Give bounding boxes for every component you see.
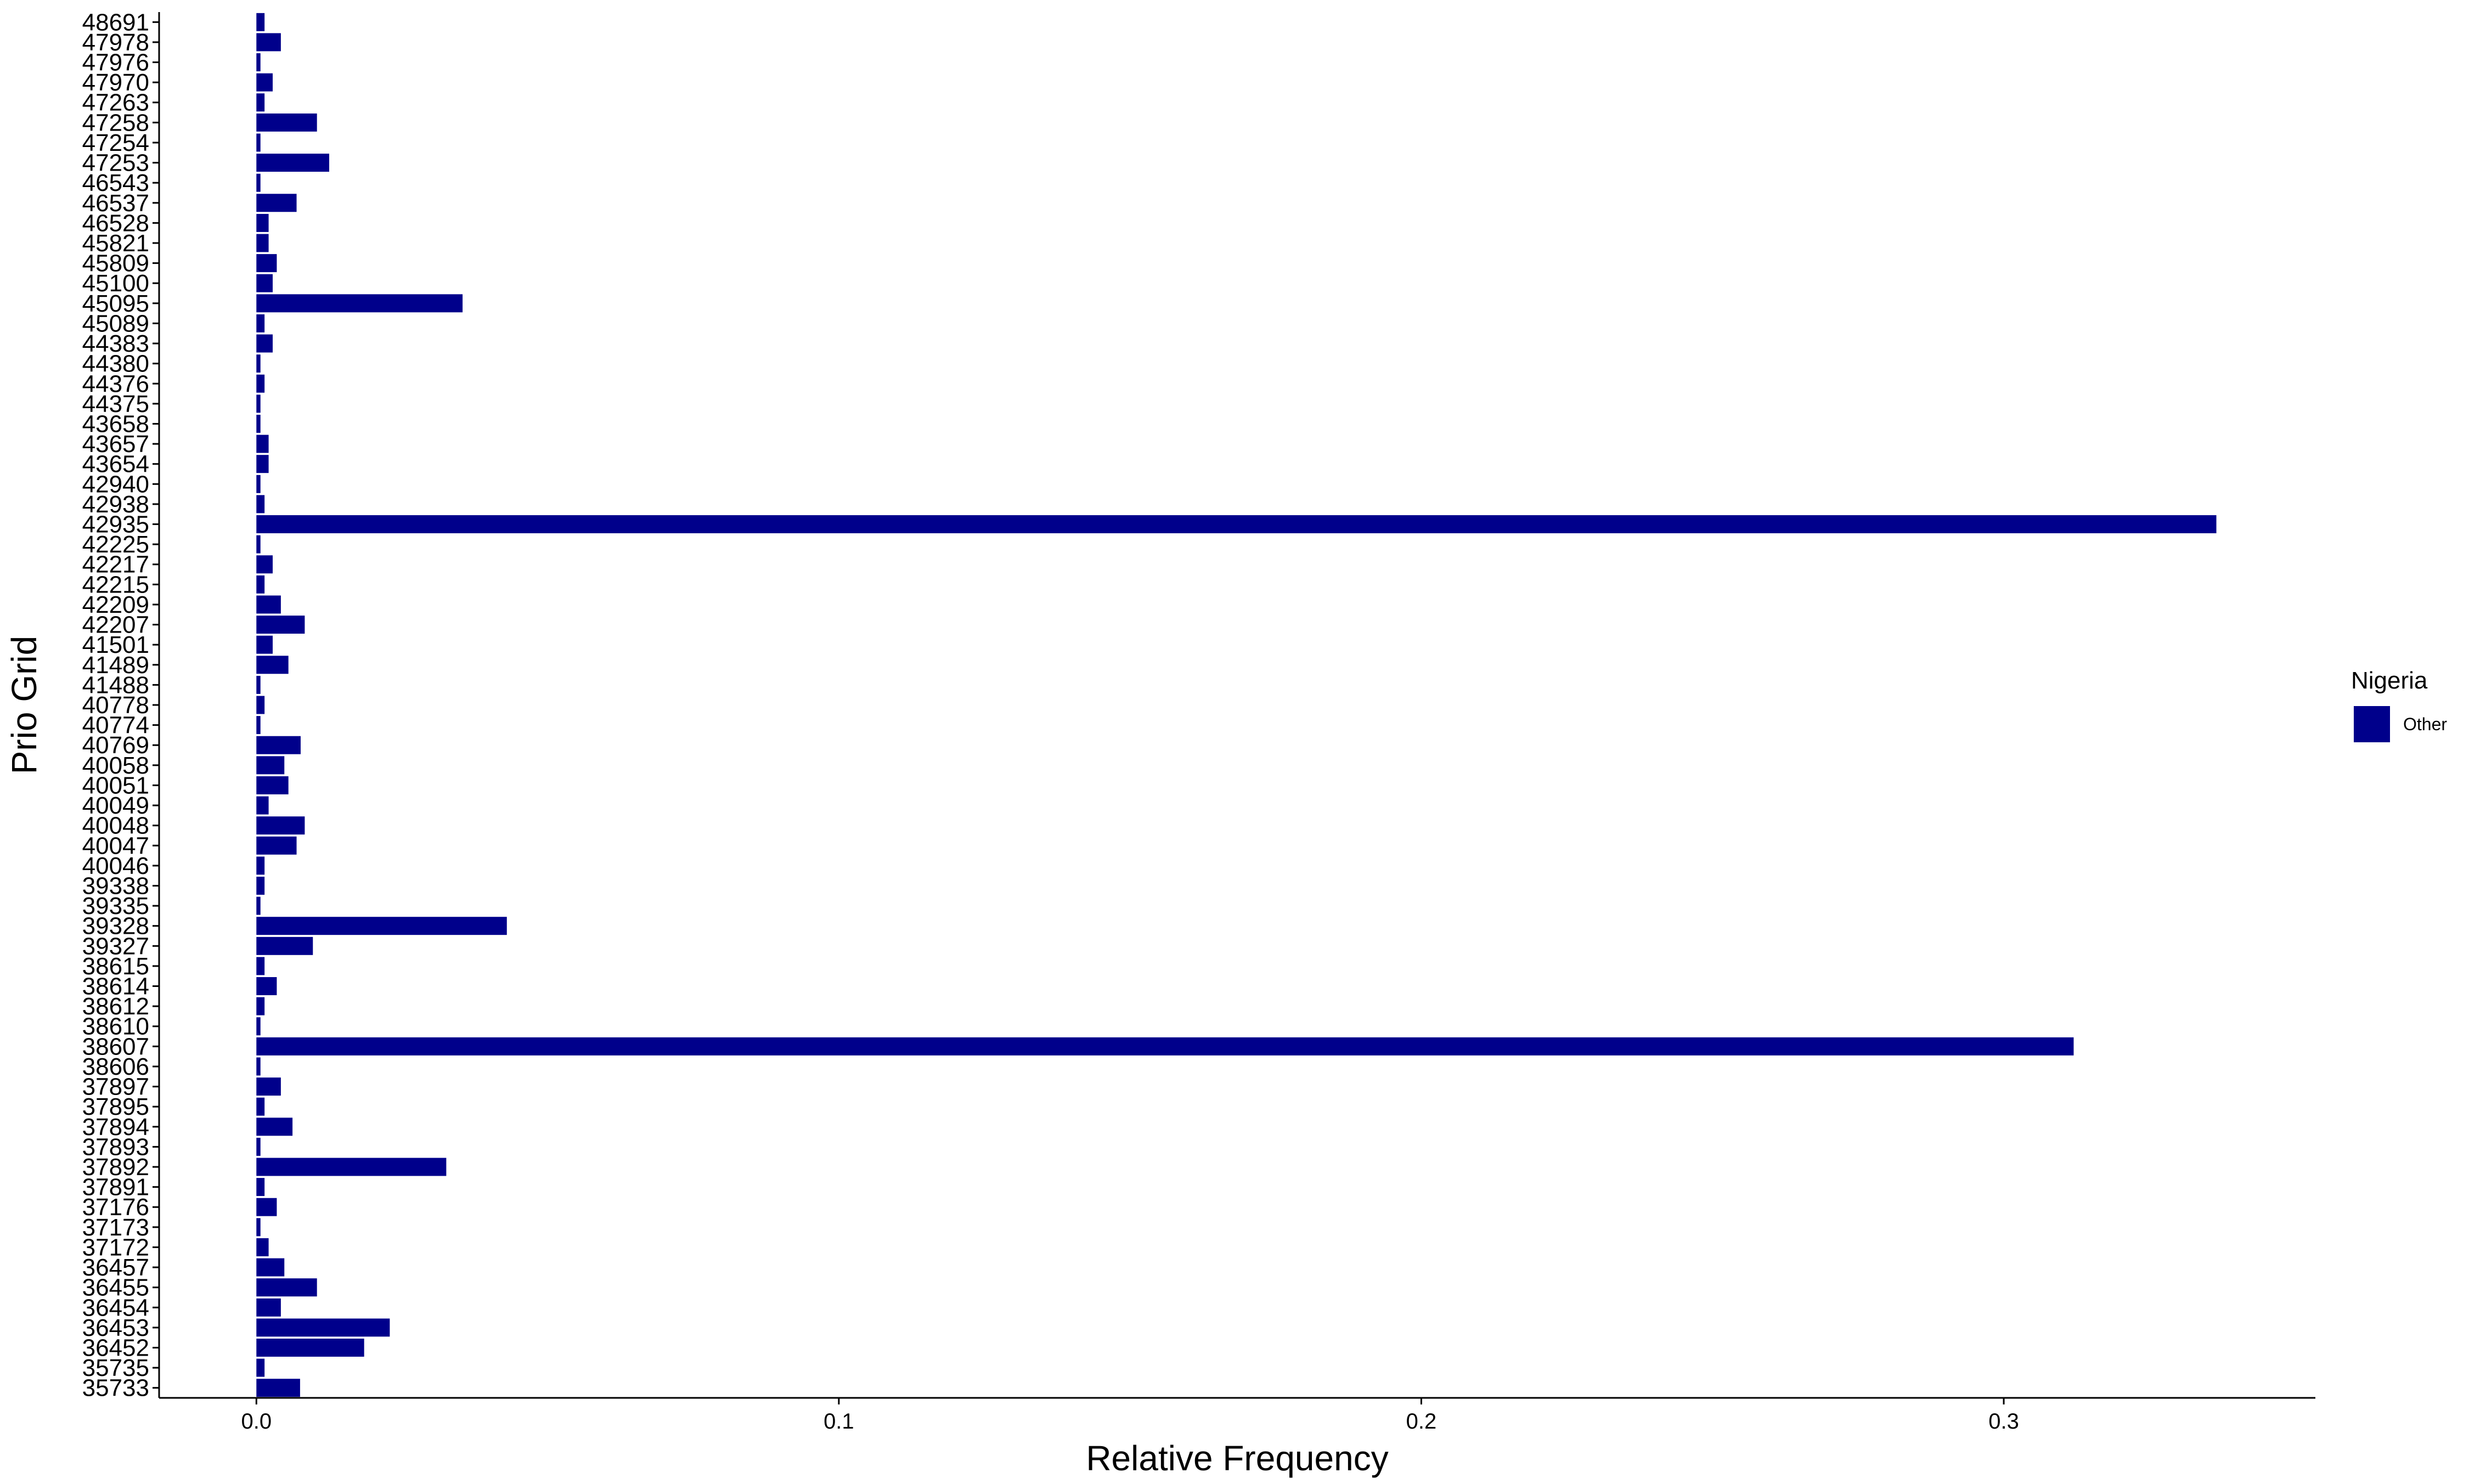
bar-37897 [256, 1077, 281, 1096]
bar-42938 [256, 495, 264, 513]
legend-entry-label: Other [2403, 714, 2447, 734]
bar-44375 [256, 394, 260, 413]
y-ticks-group: 3573335735364523645336454364553645737172… [82, 9, 159, 1401]
bar-47976 [256, 53, 260, 71]
bar-42940 [256, 475, 260, 493]
legend: Nigeria Other [2351, 667, 2447, 742]
bar-37176 [256, 1198, 277, 1216]
bar-45100 [256, 274, 273, 292]
bar-38607 [256, 1037, 2073, 1056]
bar-37895 [256, 1098, 264, 1116]
bar-36455 [256, 1278, 317, 1296]
bar-47978 [256, 33, 281, 51]
bar-43658 [256, 415, 260, 433]
bar-40046 [256, 856, 264, 874]
bar-45095 [256, 294, 463, 312]
bar-35735 [256, 1359, 264, 1377]
bar-46537 [256, 194, 296, 212]
bar-45089 [256, 314, 264, 332]
bar-37891 [256, 1178, 264, 1196]
bar-48691 [256, 13, 264, 31]
bar-37893 [256, 1138, 260, 1156]
bar-41489 [256, 656, 288, 674]
bar-42209 [256, 595, 281, 613]
bar-41501 [256, 636, 273, 654]
bar-47263 [256, 93, 264, 111]
bar-47253 [256, 154, 329, 172]
bar-42217 [256, 555, 273, 573]
bar-38614 [256, 977, 277, 995]
bar-38612 [256, 997, 264, 1015]
bar-38615 [256, 957, 264, 975]
bar-37173 [256, 1218, 260, 1236]
bar-40778 [256, 696, 264, 714]
bar-40048 [256, 816, 305, 834]
bar-35733 [256, 1379, 300, 1397]
y-axis-title: Prio Grid [4, 636, 44, 775]
bar-43657 [256, 435, 268, 453]
bar-47258 [256, 114, 317, 132]
bar-47254 [256, 133, 260, 151]
bar-37894 [256, 1118, 292, 1136]
bar-42935 [256, 515, 2216, 533]
bar-39335 [256, 897, 260, 915]
bar-41488 [256, 676, 260, 694]
legend-title: Nigeria [2351, 667, 2428, 694]
bar-46543 [256, 174, 260, 192]
bar-37172 [256, 1238, 268, 1256]
x-tick-label-0.2: 0.2 [1406, 1409, 1437, 1434]
bar-36454 [256, 1299, 281, 1317]
bar-40774 [256, 716, 260, 734]
bar-42215 [256, 575, 264, 594]
bar-38606 [256, 1057, 260, 1075]
bar-38610 [256, 1017, 260, 1035]
bar-40047 [256, 837, 296, 855]
bar-40049 [256, 797, 268, 815]
bar-36453 [256, 1318, 390, 1336]
bar-39338 [256, 877, 264, 895]
bars-group [256, 13, 2216, 1397]
bar-40769 [256, 736, 301, 754]
bar-42225 [256, 535, 260, 554]
x-tick-label-0.3: 0.3 [1988, 1409, 2019, 1434]
bar-39327 [256, 937, 313, 955]
bar-44380 [256, 354, 260, 373]
bar-44383 [256, 335, 273, 353]
bar-40051 [256, 776, 288, 794]
x-ticks-group: 0.0 0.1 0.2 0.3 [241, 1398, 2019, 1434]
bar-37892 [256, 1158, 446, 1176]
legend-key-swatch [2354, 706, 2390, 742]
x-tick-label-0.1: 0.1 [824, 1409, 854, 1434]
bar-36457 [256, 1259, 284, 1277]
y-tick-label-48691: 48691 [82, 9, 149, 36]
bar-46528 [256, 214, 268, 232]
bar-42207 [256, 616, 305, 634]
bar-45809 [256, 254, 277, 272]
bar-40058 [256, 756, 284, 774]
x-axis-title: Relative Frequency [1086, 1438, 1388, 1478]
bar-36452 [256, 1339, 364, 1357]
bar-39328 [256, 917, 506, 935]
bar-43654 [256, 455, 268, 473]
bar-45821 [256, 234, 268, 252]
bar-44376 [256, 375, 264, 393]
x-tick-label-0.0: 0.0 [241, 1409, 272, 1434]
bar-47970 [256, 74, 273, 92]
